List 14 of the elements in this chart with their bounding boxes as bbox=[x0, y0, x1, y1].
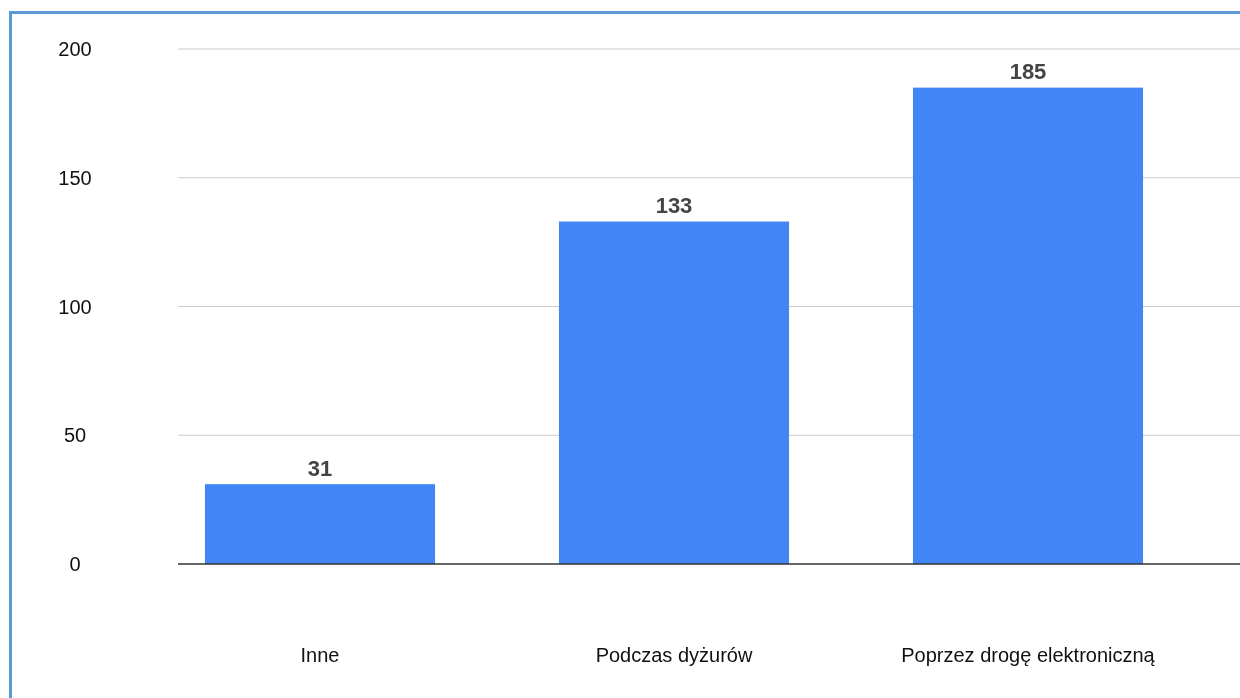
bar bbox=[204, 484, 436, 564]
y-tick-label: 200 bbox=[58, 38, 92, 60]
bar bbox=[912, 87, 1144, 564]
bar bbox=[558, 221, 790, 564]
y-tick-label: 100 bbox=[58, 295, 92, 318]
data-label: 185 bbox=[1009, 59, 1047, 85]
y-tick-label: 50 bbox=[63, 424, 87, 447]
x-tick-label: Inne bbox=[300, 644, 340, 666]
data-label: 31 bbox=[307, 455, 333, 481]
y-tick-label: 150 bbox=[58, 166, 92, 189]
x-tick-label: Poprzez drogę elektroniczną bbox=[901, 644, 1156, 666]
x-tick-label: Podczas dyżurów bbox=[595, 644, 753, 666]
data-label: 133 bbox=[655, 193, 693, 219]
y-tick-label: 0 bbox=[69, 553, 81, 575]
